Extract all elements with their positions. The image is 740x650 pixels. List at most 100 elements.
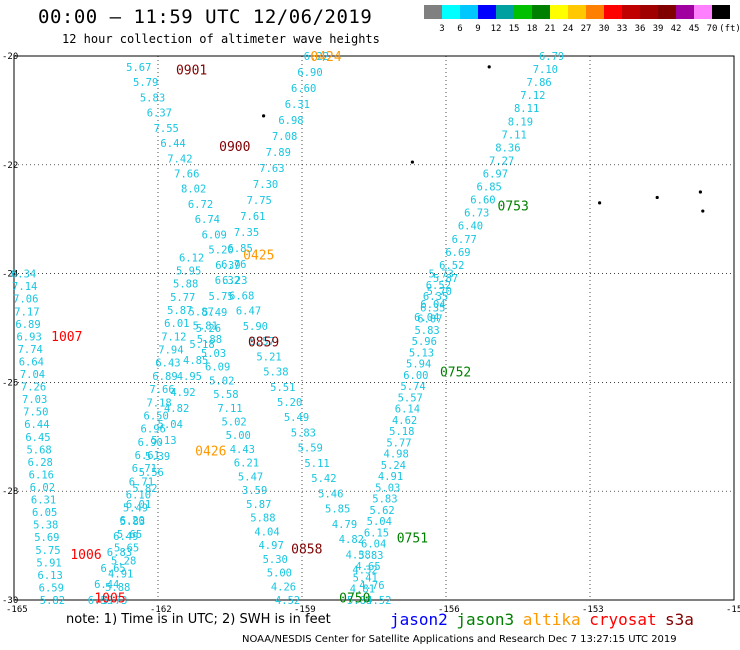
wave-height-value: 6.39 [215, 260, 240, 272]
wave-height-value: 6.32 [215, 275, 240, 287]
wave-height-value: 5.57 [398, 392, 423, 404]
wave-height-value: 6.31 [31, 495, 56, 507]
wave-height-value: 7.18 [146, 397, 171, 409]
wave-height-value: 5.58 [213, 389, 238, 401]
wave-height-value: 5.88 [250, 513, 275, 525]
wave-height-value: 4.92 [170, 387, 195, 399]
wave-height-value: 5.68 [26, 444, 51, 456]
wave-height-value: 6.05 [32, 507, 57, 519]
scale-label: 24 [562, 24, 574, 34]
scale-swatch [496, 5, 514, 19]
wave-height-value: 6.97 [483, 169, 508, 181]
lon-tick-label: -159 [294, 605, 316, 615]
scale-swatch [694, 5, 712, 19]
wave-height-value: 5.96 [412, 336, 437, 348]
wave-height-value: 5.04 [367, 516, 392, 528]
wave-height-value: 6.31 [285, 99, 310, 111]
satellite-legend-entry: cryosat [589, 610, 656, 629]
wave-height-value: 5.88 [173, 279, 198, 291]
wave-height-value: 5.95 [176, 265, 201, 277]
wave-height-value: 6.13 [38, 570, 63, 582]
scale-swatch [568, 5, 586, 19]
wave-height-value: 5.62 [369, 505, 394, 517]
scale-swatch [532, 5, 550, 19]
satellite-legend-entry: s3a [665, 610, 694, 629]
wave-height-value: 5.87 [167, 305, 192, 317]
lat-tick-label: -26 [2, 378, 18, 388]
wave-height-value: 5.77 [386, 437, 411, 449]
lon-tick-label: -162 [150, 605, 172, 615]
wave-height-value: 6.59 [39, 582, 64, 594]
wave-height-value: 6.12 [179, 252, 204, 264]
scale-swatch [424, 5, 442, 19]
wave-height-value: 5.47 [238, 471, 263, 483]
wave-height-value: 5.02 [221, 417, 246, 429]
wave-height-value: 4.79 [332, 519, 357, 531]
wave-height-value: 6.79 [539, 51, 564, 63]
wave-height-value: 6.37 [147, 108, 172, 120]
wave-height-value: 6.09 [205, 362, 230, 374]
scale-label: 42 [670, 24, 682, 34]
pass-time-label: 0901 [176, 64, 207, 79]
pass-time-label: 0426 [195, 444, 226, 459]
wave-height-value: 4.04 [254, 526, 279, 538]
scale-label: 21 [544, 24, 556, 34]
island-marker [701, 209, 705, 213]
wave-height-value: 5.41 [353, 572, 378, 584]
wave-height-value: 4.82 [164, 403, 189, 415]
wave-height-value: 8.36 [495, 142, 520, 154]
wave-height-value: 6.90 [297, 67, 322, 79]
wave-height-value: 5.49 [123, 503, 148, 515]
scale-label: 36 [634, 24, 646, 34]
wave-height-value: 6.04 [414, 312, 439, 324]
wave-height-value: 6.50 [144, 410, 169, 422]
wave-height-value: 5.49 [202, 307, 227, 319]
wave-height-value: 6.49 [113, 531, 138, 543]
wave-height-value: 5.30 [263, 554, 288, 566]
wave-height-value: 7.08 [272, 131, 297, 143]
wave-height-value: 6.83 [107, 547, 132, 559]
wave-height-value: 5.56 [139, 467, 164, 479]
lat-tick-label: -28 [2, 487, 18, 497]
wave-height-value: 5.21 [256, 351, 281, 363]
scale-label: 9 [475, 24, 481, 34]
wave-height-value: 5.83 [291, 427, 316, 439]
pass-time-label: 0751 [397, 531, 428, 546]
wave-height-value: 7.42 [167, 153, 192, 165]
wave-height-value: 5.49 [284, 412, 309, 424]
wave-height-value: 7.55 [154, 123, 179, 135]
scale-swatch [604, 5, 622, 19]
wave-height-value: 5.90 [243, 321, 268, 333]
wave-height-value: 8.02 [181, 184, 206, 196]
satellite-legend-entry: jason2 [390, 610, 448, 629]
page-title: 00:00 – 11:59 UTC 12/06/2019 [38, 6, 373, 28]
wave-height-value: 5.02 [209, 375, 234, 387]
wave-height-value: 6.35 [420, 302, 445, 314]
wave-height-value: 5.79 [133, 77, 158, 89]
wave-height-value: 5.20 [208, 245, 233, 257]
wave-height-value: 8.19 [508, 116, 533, 128]
wave-height-value: 3.59 [242, 485, 267, 497]
scale-label: 18 [526, 24, 538, 34]
wave-height-value: 6.93 [16, 331, 41, 343]
scale-swatch [586, 5, 604, 19]
scale-label: 15 [508, 24, 520, 34]
wave-height-value: 4.26 [271, 581, 296, 593]
wave-height-value: 6.02 [30, 482, 55, 494]
footnote: note: 1) Time is in UTC; 2) SWH is in fe… [66, 612, 331, 627]
scale-swatch [478, 5, 496, 19]
lon-tick-label: -153 [582, 605, 604, 615]
wave-height-value: 5.57 [250, 336, 275, 348]
wave-height-value: 5.69 [34, 532, 59, 544]
wave-height-value: 4.85 [183, 355, 208, 367]
scale-label: 6 [457, 24, 463, 34]
satellite-legend-entry: altika [523, 610, 581, 629]
wave-height-value: 4.91 [378, 471, 403, 483]
wave-height-value: 6.96 [141, 424, 166, 436]
wave-height-value: 6.22 [304, 51, 329, 63]
wave-height-value: 5.91 [36, 557, 61, 569]
wave-height-value: 4.65 [355, 561, 380, 573]
wave-height-value: 5.83 [358, 550, 383, 562]
wave-height-value: 7.04 [20, 369, 45, 381]
